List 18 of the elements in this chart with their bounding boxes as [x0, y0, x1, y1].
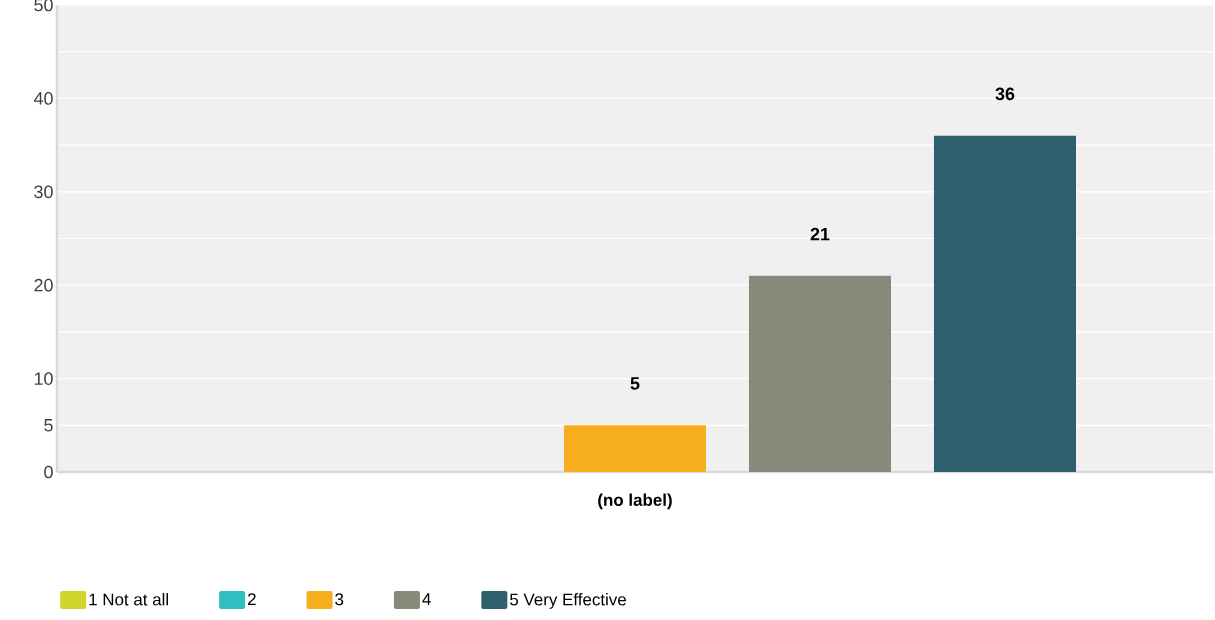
data-label: 21 — [810, 227, 830, 241]
y-tick-label: 0 — [44, 465, 53, 479]
legend-label: 5 Very Effective — [510, 593, 626, 609]
legend-label: 4 — [422, 593, 431, 606]
legend-label: 1 Not at all — [89, 593, 168, 606]
x-tick-label: (no label) — [598, 493, 672, 510]
data-label: 5 — [630, 377, 640, 390]
legend-label: 2 — [247, 593, 256, 606]
y-tick-label: 30 — [34, 185, 53, 199]
bar — [748, 275, 891, 472]
bar — [563, 425, 706, 472]
y-tick-label: 10 — [34, 372, 53, 385]
bar — [933, 135, 1076, 472]
y-tick-label: 5 — [44, 419, 53, 432]
y-tick-label: 20 — [34, 278, 53, 292]
y-tick-label: 40 — [33, 92, 53, 105]
legend-label: 3 — [335, 593, 344, 606]
data-label: 36 — [995, 87, 1015, 101]
